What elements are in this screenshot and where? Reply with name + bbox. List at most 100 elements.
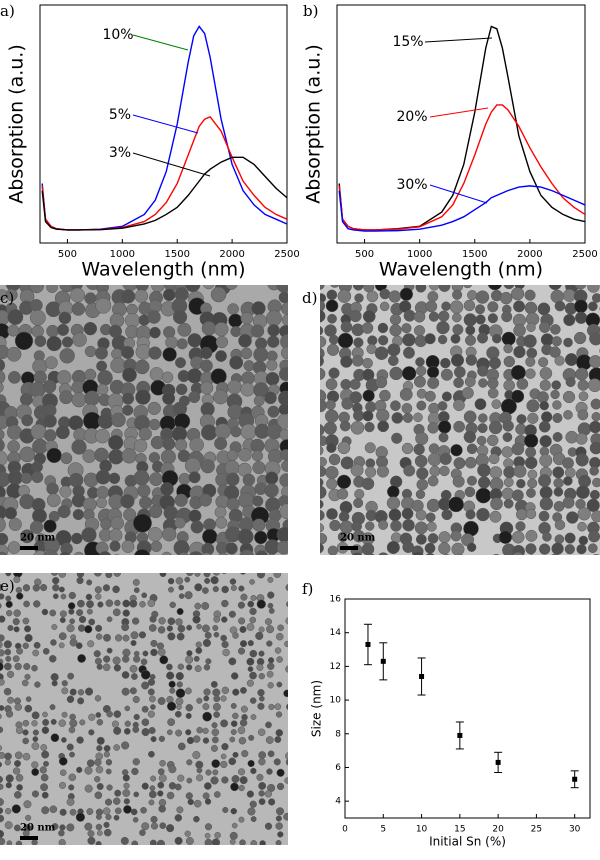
nanocrystal <box>49 704 56 711</box>
nanocrystal <box>106 647 113 654</box>
nanocrystal <box>489 466 503 479</box>
nanocrystal <box>150 704 156 710</box>
nanocrystal <box>140 658 148 666</box>
nanocrystal <box>264 790 272 798</box>
nanocrystal <box>267 553 276 555</box>
nanocrystal <box>166 671 175 680</box>
nanocrystal <box>204 838 213 845</box>
nanocrystal <box>61 737 67 743</box>
nanocrystal <box>95 428 110 444</box>
nanocrystal <box>379 301 390 312</box>
nanocrystal <box>205 769 212 776</box>
nanocrystal <box>326 442 337 453</box>
nanocrystal <box>135 389 151 405</box>
nanocrystal <box>174 517 186 529</box>
nanocrystal <box>58 642 65 649</box>
nanocrystal <box>77 654 86 663</box>
series-label: 20% <box>396 109 427 125</box>
nanocrystal <box>513 464 527 478</box>
nanocrystal <box>337 441 351 455</box>
nanocrystal <box>190 520 204 534</box>
nanocrystal <box>238 448 252 462</box>
nanocrystal <box>67 672 75 680</box>
nanocrystal <box>328 556 339 567</box>
series-label: 10% <box>102 27 133 43</box>
nanocrystal <box>59 824 66 831</box>
nanocrystal <box>564 353 578 366</box>
nanocrystal <box>387 355 399 366</box>
nanocrystal <box>0 726 4 734</box>
nanocrystal <box>51 623 58 630</box>
nanocrystal <box>511 389 525 403</box>
nanocrystal <box>166 729 173 736</box>
nanocrystal <box>141 592 148 599</box>
nanocrystal <box>96 745 103 752</box>
nanocrystal <box>14 331 34 350</box>
nanocrystal <box>108 472 121 485</box>
nanocrystal <box>474 398 487 411</box>
nanocrystal <box>327 313 337 324</box>
nanocrystal <box>43 549 59 555</box>
nanocrystal <box>173 413 191 430</box>
nanocrystal <box>443 554 450 555</box>
nanocrystal <box>477 476 491 489</box>
nanocrystal <box>538 522 551 535</box>
nanocrystal <box>141 822 150 831</box>
nanocrystal <box>275 632 284 641</box>
nanocrystal <box>177 663 185 670</box>
nanocrystal <box>513 300 526 313</box>
nanocrystal <box>362 310 376 323</box>
nanocrystal <box>166 824 175 833</box>
nanocrystal <box>401 323 412 334</box>
nanocrystal <box>256 773 264 781</box>
nanocrystal <box>247 666 254 672</box>
nanocrystal <box>320 424 325 437</box>
nanocrystal <box>96 486 109 499</box>
nanocrystal <box>130 640 137 647</box>
nanocrystal <box>327 545 338 555</box>
nanocrystal <box>225 542 238 555</box>
nanocrystal <box>104 798 113 806</box>
nanocrystal <box>25 696 32 703</box>
nanocrystal <box>50 733 60 743</box>
nanocrystal <box>281 460 288 472</box>
nanocrystal <box>387 343 401 357</box>
nanocrystal <box>427 291 439 302</box>
nanocrystal <box>232 554 237 555</box>
nanocrystal <box>50 673 59 682</box>
nanocrystal <box>501 446 513 458</box>
nanocrystal <box>551 553 559 555</box>
nanocrystal <box>134 359 150 375</box>
x-tick-label: 2000 <box>219 249 244 260</box>
nanocrystal <box>184 830 191 837</box>
nanocrystal <box>131 673 138 680</box>
nanocrystal <box>39 766 47 774</box>
nanocrystal <box>31 742 40 750</box>
nanocrystal <box>341 397 354 410</box>
nanocrystal <box>106 784 113 791</box>
spectrum-line <box>338 185 585 232</box>
nanocrystal <box>475 304 486 315</box>
nanocrystal <box>0 814 5 823</box>
nanocrystal <box>186 777 193 784</box>
nanocrystal <box>563 337 573 348</box>
nanocrystal <box>87 640 95 648</box>
nanocrystal <box>328 334 339 345</box>
nanocrystal <box>176 681 183 688</box>
nanocrystal <box>399 287 414 301</box>
nanocrystal <box>203 664 211 671</box>
nanocrystal <box>578 391 589 402</box>
nanocrystal <box>204 782 212 790</box>
plot-frame <box>39 4 288 244</box>
nanocrystal <box>68 773 77 782</box>
nanocrystal <box>6 840 13 845</box>
nanocrystal <box>320 445 324 456</box>
y-tick-label: 16 <box>330 595 342 605</box>
nanocrystal <box>291 462 303 474</box>
nanocrystal <box>114 789 122 797</box>
nanocrystal <box>5 600 13 608</box>
x-tick-label: 1000 <box>110 249 135 260</box>
nanocrystal <box>403 309 416 322</box>
nanocrystal <box>57 505 71 519</box>
nanocrystal <box>241 749 249 758</box>
